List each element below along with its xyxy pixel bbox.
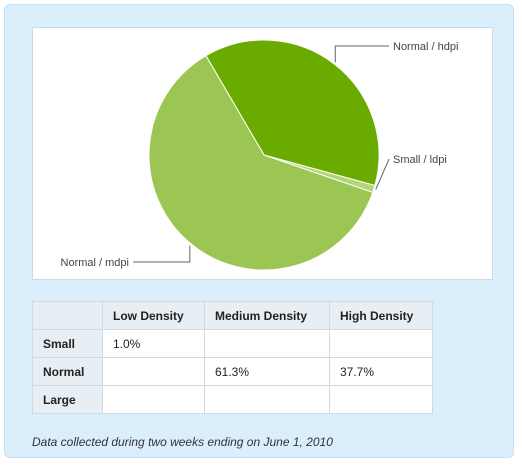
table-row: Small 1.0%: [32, 329, 433, 358]
leader-line: [334, 45, 389, 63]
pie-slice: [148, 55, 374, 271]
table-row: Large: [32, 385, 433, 414]
table-corner-cell: [32, 301, 103, 330]
leader-line: [133, 245, 191, 263]
table-cell: [204, 329, 330, 358]
slice-label: Normal / hdpi: [393, 41, 458, 53]
table-cell: [329, 329, 433, 358]
content-panel: Normal / hdpi Small / ldpi Normal / mdpi L…: [4, 4, 514, 458]
table-header-row: Low Density Medium Density High Density: [32, 301, 433, 330]
table-cell: 37.7%: [329, 357, 433, 386]
table-row: Normal 61.3% 37.7%: [32, 357, 433, 386]
row-header-normal: Normal: [32, 357, 103, 386]
density-table: Low Density Medium Density High Density …: [32, 301, 433, 414]
pie-chart: Normal / hdpi Small / ldpi Normal / mdpi: [61, 39, 458, 271]
column-header-low-density: Low Density: [102, 301, 205, 330]
row-header-small: Small: [32, 329, 103, 358]
table-cell: [329, 385, 433, 414]
slice-label: Normal / mdpi: [61, 257, 129, 269]
table-cell: [102, 357, 205, 386]
slice-label: Small / ldpi: [393, 154, 447, 166]
column-header-high-density: High Density: [329, 301, 433, 330]
table-cell: 61.3%: [204, 357, 330, 386]
row-header-large: Large: [32, 385, 103, 414]
data-caption: Data collected during two weeks ending o…: [32, 435, 333, 449]
pie-chart-container: Normal / hdpi Small / ldpi Normal / mdpi: [32, 27, 493, 280]
table-cell: [204, 385, 330, 414]
leader-line: [375, 158, 390, 190]
column-header-medium-density: Medium Density: [204, 301, 330, 330]
table-cell: [102, 385, 205, 414]
pie-slice: [205, 39, 380, 187]
table-cell: 1.0%: [102, 329, 205, 358]
